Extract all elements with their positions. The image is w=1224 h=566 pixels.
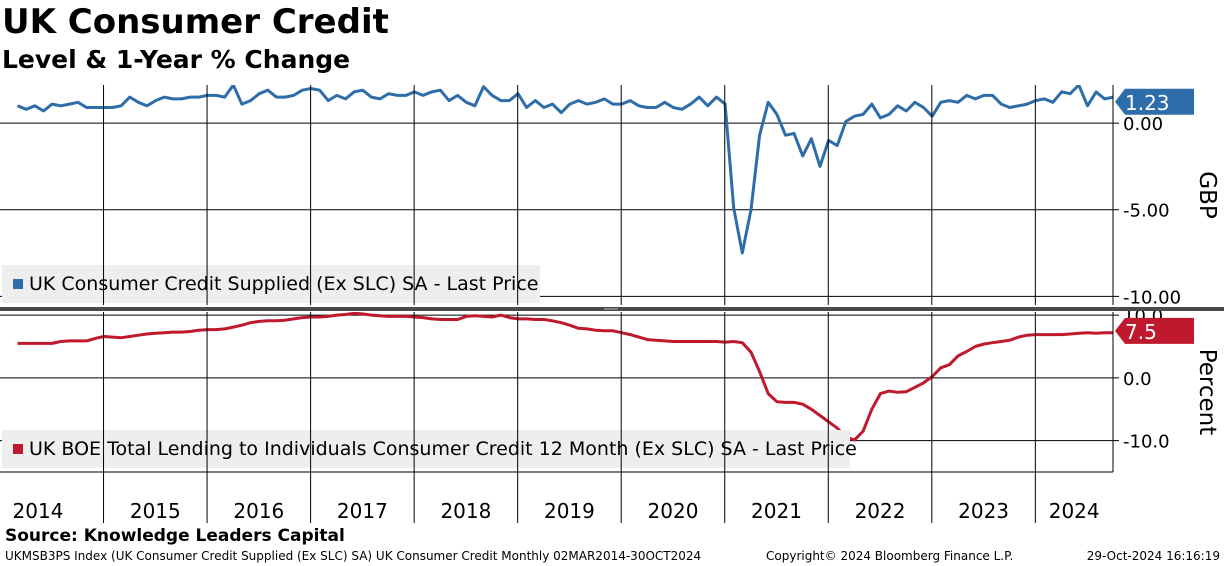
series-line-consumer-credit [17, 85, 1113, 255]
y-tick-label: 0.0 [1123, 369, 1152, 390]
legend-label: UK BOE Total Lending to Individuals Cons… [29, 438, 857, 460]
last-value-tag-bg [1115, 88, 1194, 115]
page-title: UK Consumer Credit [2, 2, 389, 42]
x-tick-label: 2015 [130, 499, 181, 523]
copyright: Copyright© 2024 Bloomberg Finance L.P. [766, 549, 1014, 563]
legend-box [2, 430, 850, 468]
last-value-tag-1: 7.5 [1115, 317, 1194, 344]
timestamp: 29-Oct-2024 16:16:19 [1086, 549, 1220, 563]
y-tick-label: -5.00 [1123, 201, 1170, 222]
legend-box [2, 265, 540, 303]
index-info: UKMSB3PS Index (UK Consumer Credit Suppl… [5, 549, 702, 563]
y-axis-title: GBP [1194, 171, 1220, 219]
x-tick-label: 2014 [13, 499, 64, 523]
y-tick-label: -10.00 [1123, 287, 1181, 308]
legend-1: UK BOE Total Lending to Individuals Cons… [2, 430, 857, 468]
series-line-lending-12m [17, 312, 1113, 442]
y-tick-label: 0.00 [1123, 114, 1163, 135]
x-tick-label: 2024 [1049, 499, 1100, 523]
legend-label: UK Consumer Credit Supplied (Ex SLC) SA … [29, 273, 538, 295]
last-value-label: 7.5 [1125, 320, 1157, 344]
last-value-tag-0: 1.23 [1115, 88, 1194, 115]
last-value-tag-bg [1115, 317, 1194, 344]
source-label: Source: Knowledge Leaders Capital [5, 526, 345, 546]
x-tick-label: 2019 [544, 499, 595, 523]
y-axis-title: Percent [1194, 349, 1220, 436]
x-tick-label: 2021 [751, 499, 802, 523]
legend-swatch [13, 444, 23, 454]
x-tick-label: 2020 [648, 499, 699, 523]
legend-swatch [13, 279, 23, 289]
x-tick-label: 2018 [440, 499, 491, 523]
x-tick-label: 2023 [958, 499, 1009, 523]
page-subtitle: Level & 1-Year % Change [2, 45, 351, 74]
last-value-label: 1.23 [1125, 91, 1170, 115]
y-tick-label: -10.0 [1123, 432, 1170, 453]
x-tick-label: 2022 [855, 499, 906, 523]
legend-0: UK Consumer Credit Supplied (Ex SLC) SA … [2, 265, 540, 303]
x-tick-label: 2016 [233, 499, 284, 523]
x-tick-label: 2017 [337, 499, 388, 523]
